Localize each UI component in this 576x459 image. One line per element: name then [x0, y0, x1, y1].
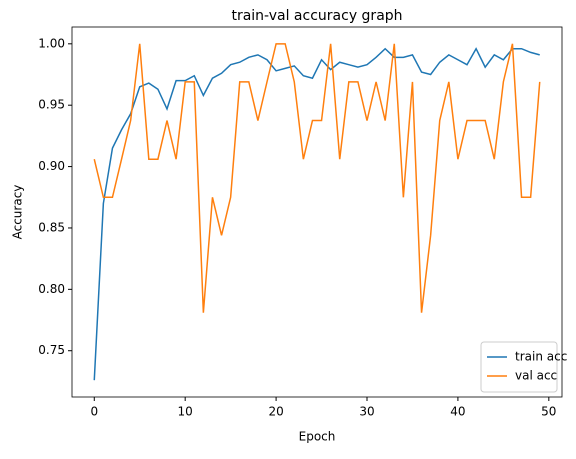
y-tick-label: 0.90 — [38, 159, 65, 173]
x-tick-label: 10 — [178, 405, 193, 419]
chart-title: train-val accuracy graph — [231, 8, 402, 24]
x-tick-label: 0 — [90, 405, 98, 419]
x-tick-label: 30 — [359, 405, 374, 419]
y-tick-label: 0.95 — [38, 98, 65, 112]
y-axis-label: Accuracy — [11, 185, 25, 240]
y-tick-label: 1.00 — [38, 36, 65, 50]
legend-label: val acc — [515, 369, 557, 383]
y-tick-label: 0.80 — [38, 282, 65, 296]
x-tick-label: 40 — [450, 405, 465, 419]
x-tick-label: 20 — [268, 405, 283, 419]
y-tick-label: 0.75 — [38, 343, 65, 357]
x-axis-label: Epoch — [299, 430, 336, 444]
y-tick-label: 0.85 — [38, 220, 65, 234]
legend-label: train acc — [515, 350, 567, 364]
series-line — [93, 47, 540, 381]
legend-box — [480, 341, 558, 393]
axes-frame — [71, 26, 563, 398]
series-line — [93, 43, 541, 313]
x-tick-label: 50 — [541, 405, 556, 419]
